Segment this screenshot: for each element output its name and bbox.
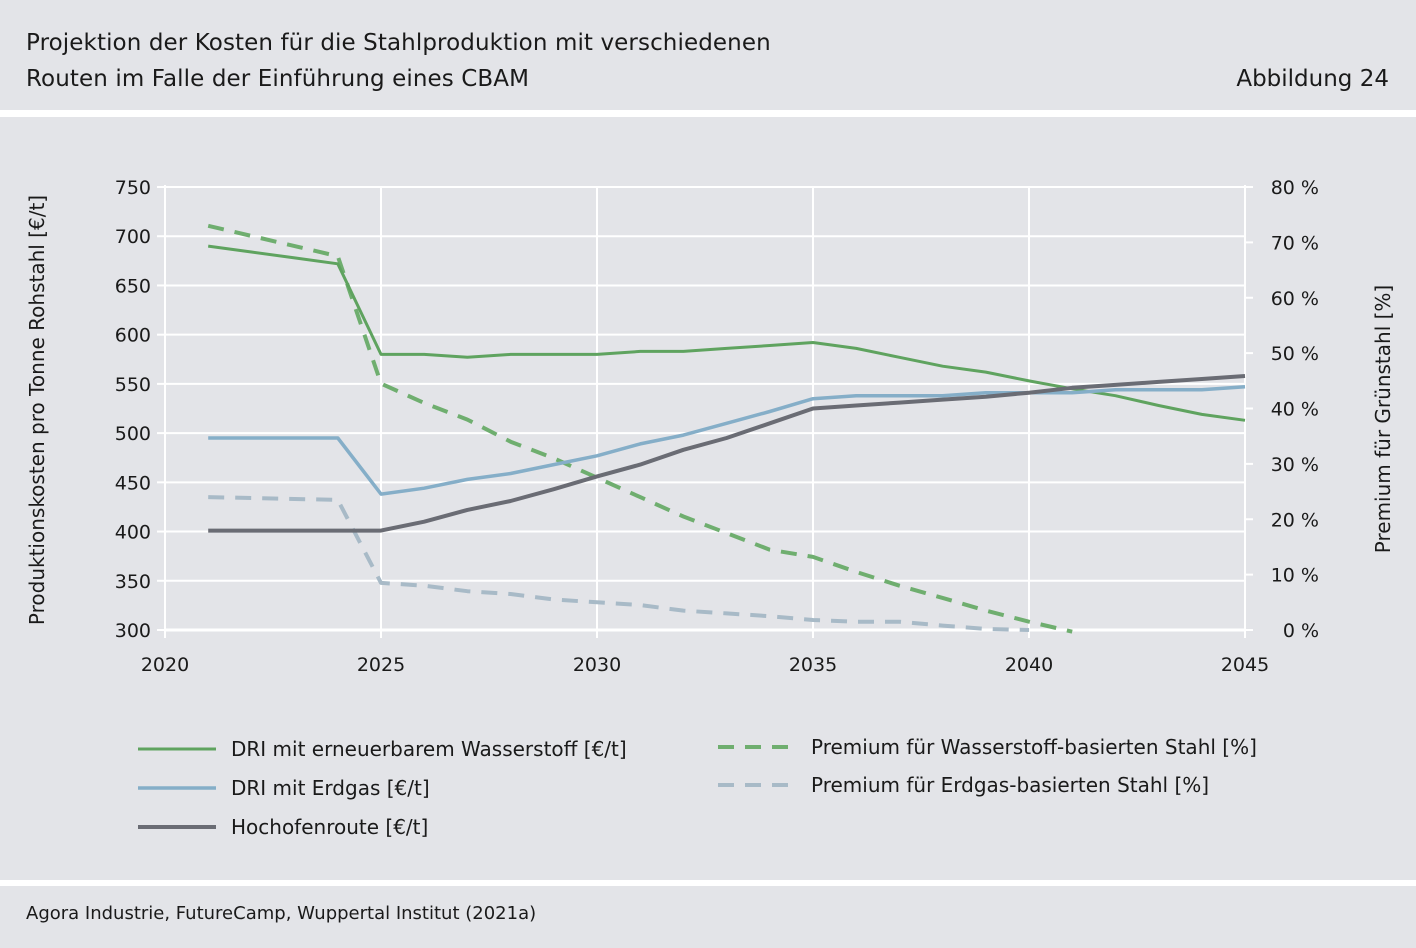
y-axis-right-ticks: 80 % 70 % 60 % 50 % 40 % 30 % 20 % 10 % 0 % [1245,177,1319,642]
chart-title-line-2: Routen im Falle der Einführung eines CBA… [26,66,530,92]
y-tick-label: 600 [115,325,151,347]
x-tick-label: 2020 [141,654,189,676]
x-tick-label: 2040 [1005,654,1053,676]
legend: DRI mit erneuerbarem Wasserstoff [€/t] DR… [138,735,1257,839]
series-line-0 [207,244,1246,422]
y-tick-label: 650 [115,275,151,297]
y-axis-left-label: Produktionskosten pro Tonne Rohstahl [€/… [25,195,49,625]
y-right-tick-label: 30 % [1271,454,1319,476]
x-tick-label: 2045 [1221,654,1269,676]
x-tick-label: 2025 [357,654,405,676]
y-right-tick-label: 40 % [1271,399,1319,421]
x-axis-ticks: 2020 2025 2030 2035 2040 2045 [141,630,1269,676]
y-tick-label: 300 [115,620,151,642]
legend-label-0: DRI mit erneuerbarem Wasserstoff [€/t] [231,737,627,761]
y-tick-label: 350 [115,571,151,593]
chart-title-line-1: Projektion der Kosten für die Stahlprodu… [26,30,771,56]
y-right-tick-label: 20 % [1271,509,1319,531]
y-right-tick-label: 80 % [1271,177,1319,199]
series-line-2 [208,374,1246,533]
y-right-tick-label: 70 % [1271,232,1319,254]
source-note: Agora Industrie, FutureCamp, Wuppertal I… [26,903,537,924]
legend-label-4: Premium für Erdgas-basierten Stahl [%] [811,773,1209,797]
y-axis-left-ticks: 750 700 650 600 550 500 450 400 350 300 [115,177,165,642]
y-tick-label: 700 [115,226,151,248]
series-line-1 [208,385,1246,496]
series-lines [207,223,1246,634]
y-right-tick-label: 0 % [1283,620,1319,642]
legend-label-2: Hochofenroute [€/t] [231,815,428,839]
y-right-tick-label: 10 % [1271,565,1319,587]
y-right-tick-label: 50 % [1271,343,1319,365]
x-tick-label: 2030 [573,654,621,676]
series-line-4 [208,495,1030,632]
y-tick-label: 750 [115,177,151,199]
y-tick-label: 550 [115,374,151,396]
y-tick-label: 400 [115,522,151,544]
series-line-3 [207,223,1073,634]
y-tick-label: 500 [115,423,151,445]
y-axis-right-label: Premium für Grünstahl [%] [1371,285,1395,553]
figure-label: Abbildung 24 [1236,66,1389,92]
x-tick-label: 2035 [789,654,837,676]
header-panel: Projektion der Kosten für die Stahlprodu… [0,0,1416,110]
legend-label-1: DRI mit Erdgas [€/t] [231,776,430,800]
footer-panel: Agora Industrie, FutureCamp, Wuppertal I… [0,886,1416,948]
legend-label-3: Premium für Wasserstoff-basierten Stahl … [811,735,1257,759]
y-tick-label: 450 [115,472,151,494]
gridlines [165,186,1246,630]
y-right-tick-label: 60 % [1271,288,1319,310]
